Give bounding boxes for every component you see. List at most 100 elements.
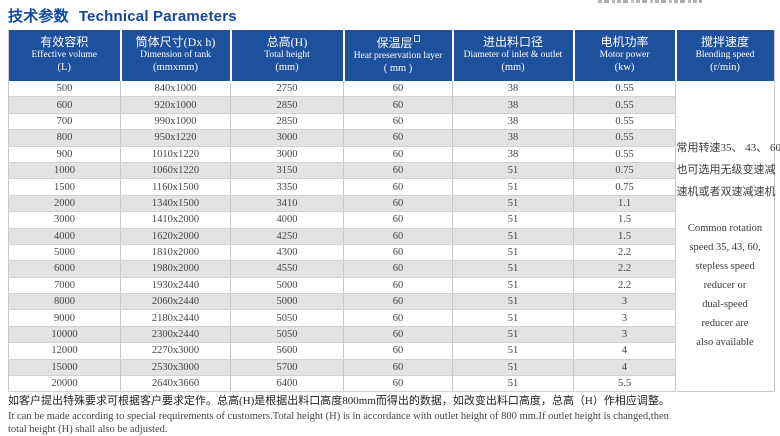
table-row: 15000 2530x3000 5700 60 51 4 <box>9 359 676 375</box>
cell-heat-layer: 60 <box>344 277 453 293</box>
page-title-en: Technical Parameters <box>79 8 237 25</box>
note-line-en: also available <box>677 333 774 352</box>
cell-motor-power: 2.2 <box>574 277 676 293</box>
header-total-height: 总高(H) Total height (mm) <box>231 30 344 81</box>
header-motor-power: 电机功率 Motor power (kw) <box>574 30 676 81</box>
note-line-en: Common rotation <box>677 219 774 238</box>
cell-dimension: 1010x1220 <box>121 146 231 162</box>
cell-dimension: 1160x1500 <box>121 179 231 195</box>
cell-heat-layer: 60 <box>344 195 453 211</box>
cell-effective-volume: 12000 <box>9 343 121 359</box>
table-row: 1500 1160x1500 3350 60 51 0.75 <box>9 179 676 195</box>
table-row: 700 990x1000 2850 60 38 0.55 <box>9 113 676 129</box>
page-title-cn: 技术参数 <box>8 8 69 25</box>
parameters-table: 有效容积 Effective volume (L) 筒体尺寸(Dx h) Dim… <box>8 30 772 392</box>
table-row: 8000 2060x2440 5000 60 51 3 <box>9 294 676 310</box>
cell-motor-power: 2.2 <box>574 261 676 277</box>
cell-total-height: 5600 <box>231 343 344 359</box>
page-title: 技术参数 Technical Parameters <box>8 5 237 26</box>
cell-heat-layer: 60 <box>344 326 453 342</box>
cell-inlet-outlet: 51 <box>453 277 574 293</box>
cell-total-height: 2850 <box>231 97 344 113</box>
cell-heat-layer: 60 <box>344 343 453 359</box>
note-line-en: reducer are <box>677 314 774 333</box>
cell-total-height: 3350 <box>231 179 344 195</box>
cell-motor-power: 0.55 <box>574 130 676 146</box>
cell-dimension: 2300x2440 <box>121 326 231 342</box>
table-row: 6000 1980x2000 4550 60 51 2.2 <box>9 261 676 277</box>
table-row: 600 920x1000 2850 60 38 0.55 <box>9 97 676 113</box>
cell-motor-power: 0.75 <box>574 179 676 195</box>
cell-dimension: 950x1220 <box>121 130 231 146</box>
cell-heat-layer: 60 <box>344 130 453 146</box>
cell-dimension: 1060x1220 <box>121 162 231 178</box>
cell-effective-volume: 900 <box>9 146 121 162</box>
cell-effective-volume: 10000 <box>9 326 121 342</box>
table-row: 4000 1620x2000 4250 60 51 1.5 <box>9 228 676 244</box>
cell-inlet-outlet: 51 <box>453 195 574 211</box>
note-line-cn: 速机或者双速减速机 <box>677 181 774 203</box>
footnote: 如客户提出特殊要求可根据客户要求定作。总高(H)是根据出料口高度800mm而得出… <box>8 395 776 436</box>
table-row: 20000 2640x3660 6400 60 51 5.5 <box>9 376 676 392</box>
cell-effective-volume: 3000 <box>9 212 121 228</box>
note-line-en: dual-speed <box>677 295 774 314</box>
cell-dimension: 2530x3000 <box>121 359 231 375</box>
cell-motor-power: 0.55 <box>574 81 676 97</box>
table-row: 2000 1340x1500 3410 60 51 1.1 <box>9 195 676 211</box>
cell-inlet-outlet: 38 <box>453 81 574 97</box>
cell-inlet-outlet: 51 <box>453 343 574 359</box>
header-blending-speed: 搅拌速度 Blending speed (r/min) <box>677 30 774 81</box>
cell-motor-power: 0.55 <box>574 146 676 162</box>
cell-heat-layer: 60 <box>344 310 453 326</box>
cell-total-height: 4550 <box>231 261 344 277</box>
cell-inlet-outlet: 51 <box>453 359 574 375</box>
cell-dimension: 1620x2000 <box>121 228 231 244</box>
cell-effective-volume: 4000 <box>9 228 121 244</box>
blending-speed-column: 搅拌速度 Blending speed (r/min) 常用转速35、 43、 … <box>677 30 775 392</box>
cell-effective-volume: 800 <box>9 130 121 146</box>
cell-effective-volume: 2000 <box>9 195 121 211</box>
cell-heat-layer: 60 <box>344 376 453 392</box>
footnote-en-line1: It can be made according to special requ… <box>8 411 776 424</box>
missing-glyph-box <box>414 35 420 42</box>
cell-motor-power: 0.55 <box>574 113 676 129</box>
cell-motor-power: 0.75 <box>574 162 676 178</box>
cell-dimension: 2060x2440 <box>121 294 231 310</box>
cell-effective-volume: 500 <box>9 81 121 97</box>
cell-inlet-outlet: 38 <box>453 146 574 162</box>
cell-effective-volume: 8000 <box>9 294 121 310</box>
cell-motor-power: 5.5 <box>574 376 676 392</box>
cell-effective-volume: 1000 <box>9 162 121 178</box>
note-line-cn: 也可选用无级变速减 <box>677 159 774 181</box>
cell-motor-power: 1.5 <box>574 212 676 228</box>
cell-motor-power: 4 <box>574 359 676 375</box>
cell-motor-power: 1.5 <box>574 228 676 244</box>
cell-total-height: 6400 <box>231 376 344 392</box>
cell-motor-power: 2.2 <box>574 244 676 260</box>
cell-effective-volume: 1500 <box>9 179 121 195</box>
cell-motor-power: 0.55 <box>574 97 676 113</box>
cell-total-height: 5050 <box>231 326 344 342</box>
cell-dimension: 1810x2000 <box>121 244 231 260</box>
cell-inlet-outlet: 51 <box>453 244 574 260</box>
cell-total-height: 5000 <box>231 294 344 310</box>
cell-heat-layer: 60 <box>344 113 453 129</box>
cell-inlet-outlet: 38 <box>453 113 574 129</box>
cell-heat-layer: 60 <box>344 162 453 178</box>
table-row: 7000 1930x2440 5000 60 51 2.2 <box>9 277 676 293</box>
cell-dimension: 1340x1500 <box>121 195 231 211</box>
cell-inlet-outlet: 38 <box>453 97 574 113</box>
note-line-en: reducer or <box>677 276 774 295</box>
cell-dimension: 1930x2440 <box>121 277 231 293</box>
cell-total-height: 3000 <box>231 130 344 146</box>
cell-heat-layer: 60 <box>344 261 453 277</box>
cell-inlet-outlet: 51 <box>453 376 574 392</box>
table-row: 9000 2180x2440 5050 60 51 3 <box>9 310 676 326</box>
note-line-en: stepless speed <box>677 257 774 276</box>
cell-inlet-outlet: 51 <box>453 310 574 326</box>
cell-dimension: 1410x2000 <box>121 212 231 228</box>
table-row: 12000 2270x3000 5600 60 51 4 <box>9 343 676 359</box>
table-row: 10000 2300x2440 5050 60 51 3 <box>9 326 676 342</box>
